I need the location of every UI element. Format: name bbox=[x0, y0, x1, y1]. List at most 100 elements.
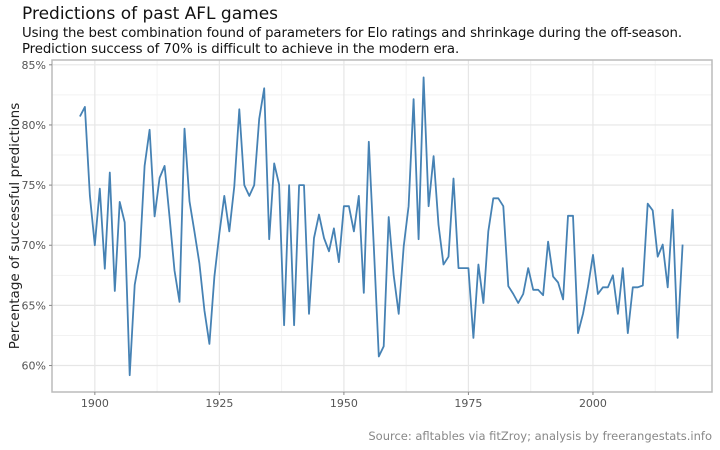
data-point bbox=[128, 374, 131, 377]
x-tick-label: 1925 bbox=[205, 397, 233, 410]
data-point bbox=[377, 355, 380, 358]
data-point bbox=[427, 205, 430, 208]
data-point bbox=[467, 267, 470, 270]
x-tick-label: 1975 bbox=[454, 397, 482, 410]
data-point bbox=[123, 221, 126, 224]
data-point bbox=[278, 183, 281, 186]
data-point bbox=[367, 140, 370, 143]
data-point bbox=[83, 105, 86, 108]
data-point bbox=[178, 300, 181, 303]
data-point bbox=[362, 291, 365, 294]
data-point bbox=[238, 108, 241, 111]
data-point bbox=[487, 230, 490, 233]
data-point bbox=[357, 194, 360, 197]
data-point bbox=[527, 267, 530, 270]
data-point bbox=[253, 184, 256, 187]
data-point bbox=[203, 309, 206, 312]
data-point bbox=[666, 286, 669, 289]
data-point bbox=[547, 240, 550, 243]
data-point bbox=[208, 342, 211, 345]
data-point bbox=[462, 267, 465, 270]
data-point bbox=[586, 285, 589, 288]
data-point bbox=[616, 312, 619, 315]
data-point bbox=[581, 312, 584, 315]
data-point bbox=[317, 213, 320, 216]
data-point bbox=[118, 200, 121, 203]
data-point bbox=[562, 298, 565, 301]
data-point bbox=[243, 184, 246, 187]
data-point bbox=[611, 274, 614, 277]
data-point bbox=[372, 245, 375, 248]
y-tick-label: 75% bbox=[22, 179, 46, 192]
data-point bbox=[621, 267, 624, 270]
data-point bbox=[557, 281, 560, 284]
chart-title: Predictions of past AFL games bbox=[22, 4, 279, 24]
series-line bbox=[79, 76, 684, 377]
chart-subtitle-line-1: Using the best combination found of para… bbox=[22, 26, 683, 41]
data-point bbox=[258, 117, 261, 120]
data-point bbox=[173, 269, 176, 272]
data-point bbox=[492, 197, 495, 200]
y-axis-title: Percentage of successful predictions bbox=[7, 103, 23, 349]
data-point bbox=[626, 332, 629, 335]
data-point bbox=[661, 243, 664, 246]
data-point bbox=[606, 286, 609, 289]
data-point bbox=[113, 289, 116, 292]
data-point bbox=[596, 292, 599, 295]
plot-panel-border bbox=[51, 59, 713, 393]
data-point bbox=[133, 283, 136, 286]
gridlines bbox=[52, 60, 712, 392]
data-point bbox=[303, 184, 306, 187]
data-point bbox=[332, 227, 335, 230]
data-point bbox=[447, 255, 450, 258]
data-point bbox=[108, 171, 111, 174]
y-tick-label: 80% bbox=[22, 119, 46, 132]
chart-caption: Source: afltables via fitZroy; analysis … bbox=[368, 429, 712, 443]
data-point bbox=[472, 336, 475, 339]
data-point bbox=[392, 274, 395, 277]
data-point bbox=[322, 237, 325, 240]
data-point bbox=[671, 208, 674, 211]
data-point bbox=[651, 209, 654, 212]
data-point bbox=[308, 312, 311, 315]
data-point bbox=[512, 292, 515, 295]
data-point bbox=[542, 294, 545, 297]
data-point bbox=[233, 185, 236, 188]
data-point bbox=[163, 164, 166, 167]
data-point bbox=[168, 216, 171, 219]
data-point bbox=[641, 284, 644, 287]
data-point bbox=[347, 205, 350, 208]
data-point bbox=[601, 286, 604, 289]
data-point bbox=[646, 202, 649, 205]
data-point bbox=[681, 243, 684, 246]
data-point bbox=[497, 197, 500, 200]
data-point bbox=[93, 244, 96, 247]
data-point bbox=[577, 332, 580, 335]
data-point bbox=[223, 194, 226, 197]
data-point bbox=[417, 238, 420, 241]
data-point bbox=[298, 184, 301, 187]
data-point bbox=[153, 215, 156, 218]
data-point bbox=[342, 205, 345, 208]
data-point bbox=[422, 76, 425, 79]
data-point bbox=[228, 230, 231, 233]
data-point bbox=[158, 176, 161, 179]
data-point bbox=[248, 194, 251, 197]
data-point bbox=[482, 301, 485, 304]
chart-subtitle-line-2: Prediction success of 70% is difficult t… bbox=[22, 42, 460, 57]
data-point bbox=[442, 263, 445, 266]
data-point bbox=[283, 324, 286, 327]
data-point bbox=[532, 288, 535, 291]
y-tick-label: 60% bbox=[22, 360, 46, 373]
data-point bbox=[188, 200, 191, 203]
data-point bbox=[193, 231, 196, 234]
data-point bbox=[218, 232, 221, 235]
data-point bbox=[337, 261, 340, 264]
data-point bbox=[477, 263, 480, 266]
data-point bbox=[457, 267, 460, 270]
data-point bbox=[148, 128, 151, 131]
data-point bbox=[273, 162, 276, 165]
data-point bbox=[268, 238, 271, 241]
data-point bbox=[452, 177, 455, 180]
data-point bbox=[591, 253, 594, 256]
